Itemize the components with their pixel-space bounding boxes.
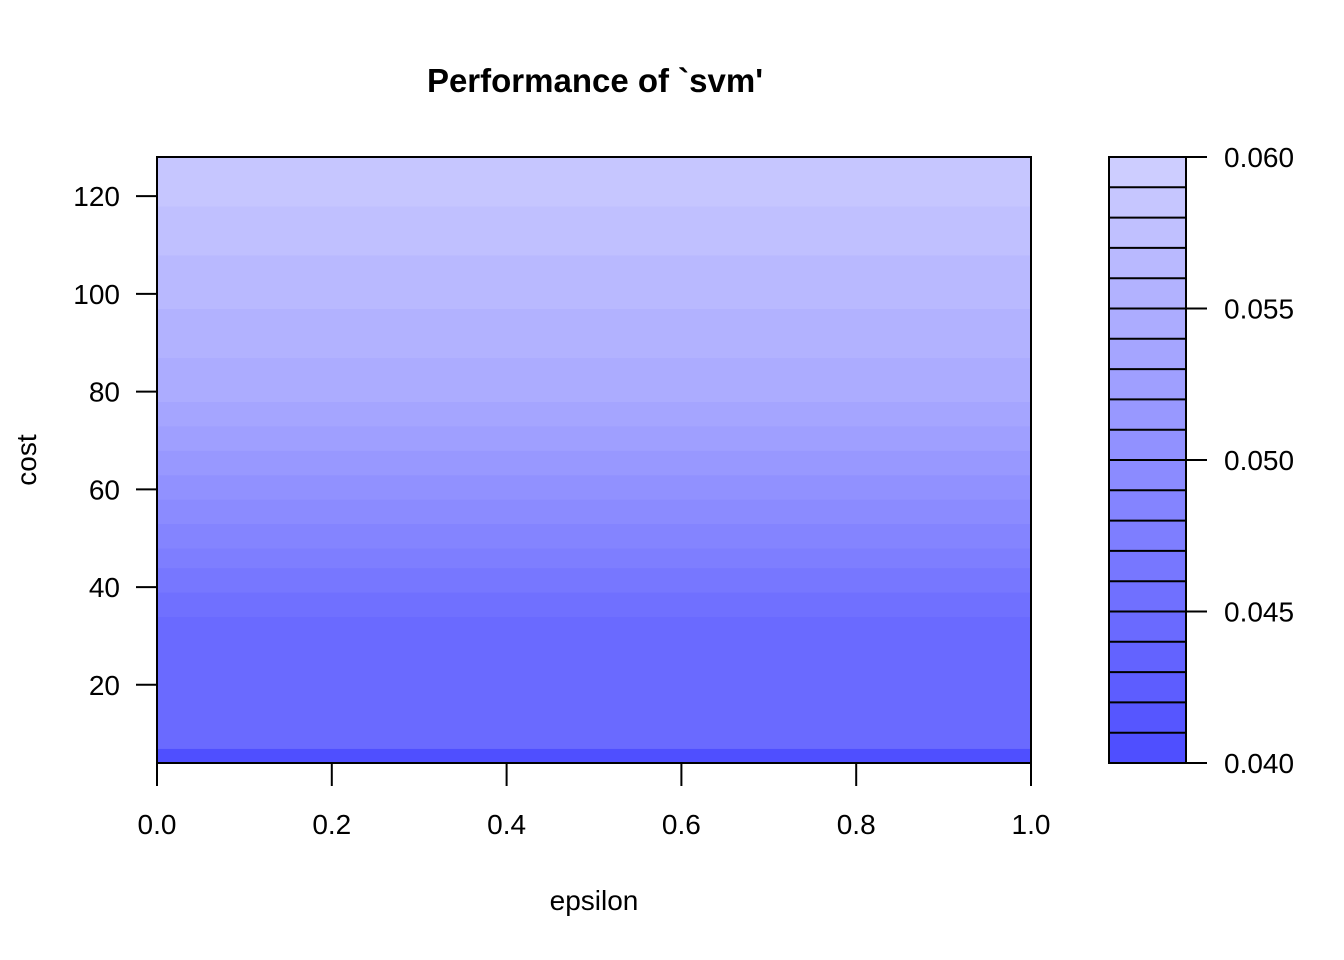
legend-swatch — [1109, 247, 1186, 279]
legend-swatch — [1109, 187, 1186, 219]
heatmap-band — [157, 308, 1031, 358]
legend-tick-label: 0.060 — [1224, 142, 1294, 173]
heatmap-band — [157, 450, 1031, 476]
x-tick-label: 0.2 — [312, 809, 351, 840]
legend-swatch — [1109, 338, 1186, 370]
y-tick-label: 60 — [89, 474, 120, 505]
legend-swatch — [1109, 369, 1186, 400]
y-tick-label: 20 — [89, 670, 120, 701]
x-tick-label: 0.4 — [487, 809, 526, 840]
legend-swatch — [1109, 157, 1186, 188]
heatmap-band — [157, 591, 1031, 617]
heatmap-band — [157, 254, 1031, 310]
legend-swatch — [1109, 672, 1186, 703]
heatmap-band — [157, 205, 1031, 256]
x-tick-label: 0.6 — [662, 809, 701, 840]
x-tick-label: 1.0 — [1012, 809, 1051, 840]
legend-swatch — [1109, 490, 1186, 522]
legend-swatch — [1109, 429, 1186, 461]
x-tick-label: 0.8 — [837, 809, 876, 840]
heatmap-band — [157, 616, 1031, 749]
legend-tick-label: 0.045 — [1224, 597, 1294, 628]
legend-swatch — [1109, 308, 1186, 340]
heatmap-band — [157, 499, 1031, 525]
y-tick-label: 40 — [89, 572, 120, 603]
legend-swatch — [1109, 520, 1186, 552]
heatmap-band — [157, 401, 1031, 427]
x-tick-label: 0.0 — [138, 809, 177, 840]
legend-swatch — [1109, 581, 1186, 612]
chart-title: Performance of `svm' — [427, 62, 763, 99]
legend-tick-label: 0.055 — [1224, 294, 1294, 325]
legend-swatch — [1109, 611, 1186, 643]
legend-swatch — [1109, 702, 1186, 734]
heatmap-band — [157, 523, 1031, 549]
legend-swatch — [1109, 460, 1186, 491]
heatmap-band — [157, 474, 1031, 500]
heatmap-band — [157, 567, 1031, 593]
heatmap-band — [157, 748, 1031, 764]
legend-tick-label: 0.040 — [1224, 748, 1294, 779]
y-axis-label: cost — [11, 434, 42, 486]
legend-swatch — [1109, 217, 1186, 249]
y-axis: 20 40 60 80 100 120 — [73, 181, 158, 701]
x-axis-label: epsilon — [550, 885, 639, 916]
y-tick-label: 120 — [73, 181, 120, 212]
legend-swatch — [1109, 732, 1186, 764]
legend-tick-label: 0.050 — [1224, 445, 1294, 476]
heatmap-band — [157, 157, 1031, 207]
plot-area — [157, 157, 1031, 764]
color-legend: 0.040 0.045 0.050 0.055 0.060 — [1108, 142, 1294, 779]
y-tick-label: 100 — [73, 279, 120, 310]
legend-swatch — [1109, 550, 1186, 582]
heatmap-band — [157, 547, 1031, 569]
x-axis: 0.0 0.2 0.4 0.6 0.8 1.0 — [138, 762, 1051, 840]
legend-swatch — [1109, 278, 1186, 309]
heatmap-band — [157, 425, 1031, 451]
legend-swatch — [1109, 641, 1186, 673]
heatmap-band — [157, 357, 1031, 402]
y-tick-label: 80 — [89, 377, 120, 408]
legend-swatch — [1109, 399, 1186, 431]
